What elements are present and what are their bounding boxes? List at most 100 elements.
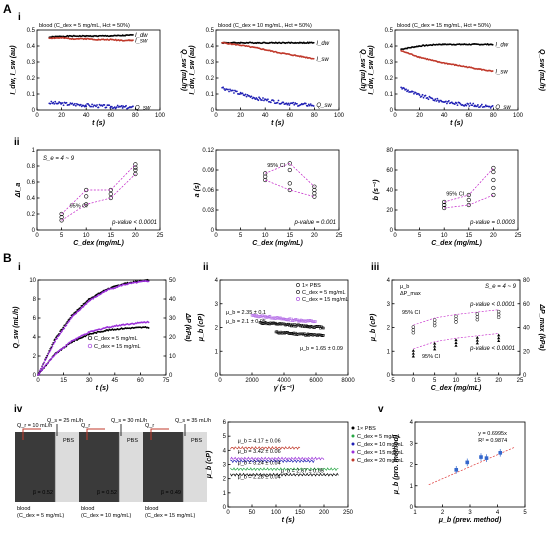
Ai-1-point-Q_sw bbox=[96, 104, 98, 106]
Ai-2-point-Q_sw bbox=[257, 99, 260, 102]
Ai-2-point-Q_sw bbox=[227, 88, 229, 91]
Aii-2-data-point bbox=[287, 187, 292, 193]
Bv-x-tick-label: 4 bbox=[496, 510, 500, 516]
Aii-1-plot-frame bbox=[36, 149, 161, 231]
Aii-1-y-axis-label: ΔI_a bbox=[15, 183, 22, 199]
Bi-x-tick-label: 30 bbox=[86, 378, 93, 384]
Biv-ref-label-2: Q_r bbox=[145, 423, 154, 429]
Bi-point-1 bbox=[79, 308, 82, 311]
Ai-1-point-Q_sw bbox=[103, 104, 106, 106]
Biv-beta-label-2: β = 0.49 bbox=[161, 490, 181, 496]
Bii-point-2 bbox=[314, 320, 317, 323]
Bi-legend-marker bbox=[87, 335, 93, 341]
Biii-x-tick-label: 25 bbox=[517, 378, 524, 384]
Biii-x-tick-label: 20 bbox=[495, 378, 502, 384]
roman-Biv: iv bbox=[14, 404, 23, 415]
Biv-image-light-2 bbox=[183, 432, 207, 502]
Bi-point-3 bbox=[86, 332, 89, 335]
Biii-point-dP bbox=[411, 348, 415, 352]
Ai-1-point-Q_sw bbox=[115, 106, 118, 109]
Biv-caption-0: blood bbox=[17, 506, 30, 512]
Bi-point-1 bbox=[92, 297, 95, 300]
Biii-y2-tick-label: 40 bbox=[523, 326, 530, 332]
Ai-2-x-tick-label: 0 bbox=[214, 113, 218, 119]
Ai-1-point-Q_sw bbox=[114, 107, 117, 110]
Biii-point-dP bbox=[411, 351, 415, 355]
Biii-pvalue-0: p-value < 0.0001 bbox=[469, 302, 515, 308]
Ai-3-y-tick-label: 0 bbox=[390, 108, 394, 114]
Aii-3-y-tick-label: 20 bbox=[386, 208, 393, 214]
Bi-point-1 bbox=[54, 340, 56, 343]
Ai-1-point-Q_sw bbox=[90, 105, 93, 108]
Bi-y-tick-label: 10 bbox=[29, 278, 36, 284]
Ai-3-y-tick-label: 0.1 bbox=[385, 92, 394, 98]
Biv-flow-label-2: Q_s = 35 mL/h bbox=[175, 418, 211, 424]
Ai-2-y2-axis-label: Q_sw (mL/h) bbox=[359, 49, 366, 92]
Aii-3-data-point bbox=[491, 169, 496, 175]
Ai-1-point-Q_sw bbox=[65, 101, 68, 104]
Biv-chart-y-tick-label: 3 bbox=[223, 463, 227, 469]
Ai-2-point-Q_sw bbox=[241, 92, 244, 95]
Biv-legend-marker bbox=[351, 450, 355, 454]
Bii-y-tick-label: 0 bbox=[215, 373, 219, 379]
Ai-3-point-Q_sw bbox=[447, 99, 450, 102]
Ai-2-series-label-Q_sw: Q_sw bbox=[316, 103, 332, 109]
Aii-1-data-point bbox=[133, 167, 138, 173]
Aii-3-ci-band-upper bbox=[444, 167, 494, 203]
Ai-3-point-Q_sw bbox=[400, 86, 403, 89]
Ai-3-y-tick-label: 0.2 bbox=[385, 76, 394, 82]
Ai-1-point-Q_sw bbox=[73, 104, 75, 106]
Aii-1-data-point bbox=[59, 211, 64, 217]
Ai-2-point-Q_sw bbox=[285, 102, 288, 105]
Ai-2-point-Q_sw bbox=[250, 95, 253, 98]
Ai-1-point-Q_sw bbox=[113, 106, 116, 109]
Bi-point-1 bbox=[42, 363, 45, 366]
Bii-point-1 bbox=[290, 324, 293, 328]
Ai-2-point-Q_sw bbox=[263, 99, 265, 102]
Ai-1-plot-frame bbox=[36, 29, 161, 111]
Bii-legend-label-0: 1× PBS bbox=[302, 283, 321, 289]
panel-letter-B: B bbox=[3, 251, 12, 265]
Biii-x-tick-label: 0 bbox=[412, 378, 416, 384]
Ai-1-series-label-I_sw: I_sw bbox=[135, 38, 148, 44]
Ai-2-point-Q_sw bbox=[309, 103, 312, 105]
Bi-point-3 bbox=[50, 357, 53, 360]
Biii-point-dP bbox=[475, 338, 479, 342]
Ai-3-point-Q_sw bbox=[476, 105, 478, 108]
Aii-2-ci-band-upper bbox=[265, 162, 315, 187]
Ai-1-point-Q_sw bbox=[62, 104, 65, 107]
Ai-3-point-Q_sw bbox=[463, 104, 466, 107]
Bi-point-1 bbox=[85, 303, 88, 305]
Bi-point-2 bbox=[147, 327, 150, 329]
Bv-x-tick-label: 3 bbox=[468, 510, 472, 516]
Ai-3-y-axis-label: I_dw, I_sw (au) bbox=[368, 45, 375, 95]
Aii-2-x-axis-label: C_dex (mg/mL) bbox=[252, 240, 303, 247]
Bii-x-tick-label: 4000 bbox=[277, 378, 291, 384]
Ai-3-x-tick-label: 100 bbox=[513, 113, 524, 119]
Biii-point-mu bbox=[475, 315, 480, 319]
Biii-point-dP bbox=[433, 341, 437, 345]
Biv-legend-label-2: C_dex = 10 mg/mL bbox=[357, 442, 404, 448]
Bii-legend-label-1: C_dex = 5 mg/mL bbox=[302, 290, 346, 296]
Biv-flow-label-1: Q_s = 30 mL/h bbox=[111, 418, 147, 424]
Ai-3-point-Q_sw bbox=[491, 104, 494, 107]
Biv-annotation-0: μ_b = 4.17 ± 0.06 bbox=[238, 439, 281, 445]
Aii-1-annotation: S_e = 4 ~ 9 bbox=[43, 156, 75, 162]
Ai-2-point-Q_sw bbox=[222, 86, 225, 89]
Biv-cdex-label-1: (C_dex = 10 mg/mL) bbox=[81, 513, 131, 519]
Aii-2-data-point bbox=[312, 184, 317, 189]
Biv-chart-x-tick-label: 250 bbox=[343, 510, 354, 516]
Bv-fit-equation: y = 0.6995x bbox=[478, 431, 507, 437]
Biii-ci-label-0: 95% CI bbox=[402, 310, 421, 316]
Ai-3-point-Q_sw bbox=[433, 99, 436, 102]
roman-Bi: i bbox=[18, 262, 21, 273]
Ai-1-point-Q_sw bbox=[110, 105, 113, 108]
Ai-3-point-I_sw bbox=[491, 70, 494, 72]
Aii-1-y-tick-label: 0.6 bbox=[27, 180, 36, 186]
Bi-point-1 bbox=[40, 367, 42, 370]
Bi-point-1 bbox=[96, 295, 99, 298]
Biv-legend-marker bbox=[351, 426, 355, 430]
Ai-3-point-Q_sw bbox=[421, 93, 424, 96]
Bii-legend-marker bbox=[296, 283, 300, 287]
roman-Aii: ii bbox=[14, 137, 20, 148]
